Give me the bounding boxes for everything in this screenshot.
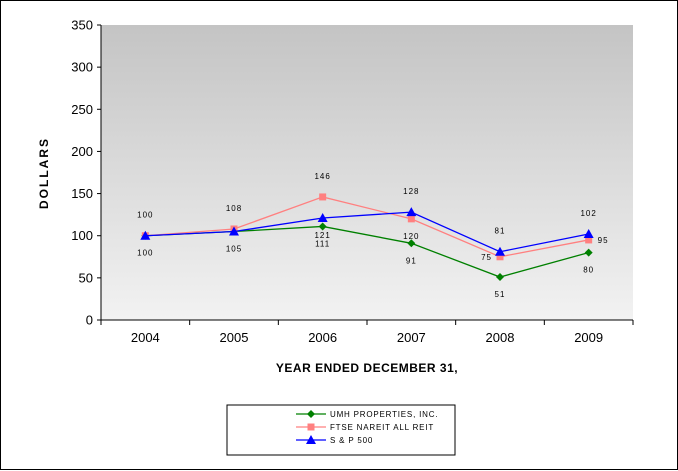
series-line [145,196,589,258]
data-label: 102 [580,209,596,218]
x-axis: 2004 2005 2006 2007 2008 2009 [100,319,634,345]
legend-entry: S & P 500 [296,435,373,445]
y-tick-label: 200 [71,144,93,159]
data-label: 100 [137,249,153,258]
data-label: 51 [495,290,506,299]
legend-label: UMH PROPERTIES, INC. [330,410,438,419]
series-layer [140,193,594,282]
data-label: 75 [481,253,492,262]
data-point [407,215,415,223]
y-axis: 0 50 100 150 200 250 300 350 [71,18,102,328]
legend-marker [307,423,315,431]
data-point [317,213,328,223]
data-labels: 100 105 111 91 51 80 100 108 146 120 75 95 121 128 81 1… [137,172,609,299]
x-tick-label: 2005 [220,330,249,345]
data-point [406,207,417,217]
data-label: 146 [314,172,330,181]
legend-entry: FTSE NAREIT ALL REIT [296,423,434,432]
data-point [318,222,327,231]
x-tick-label: 2008 [486,330,515,345]
data-label: 128 [403,187,419,196]
data-label: 111 [315,239,330,248]
x-tick-label: 2007 [397,330,426,345]
series-line [145,211,589,253]
data-point [585,236,593,244]
y-tick-label: 150 [71,186,93,201]
data-point [496,273,504,282]
y-tick-label: 350 [71,18,93,33]
legend-entry: UMH PROPERTIES, INC. [296,410,438,419]
data-label: 108 [226,204,242,213]
data-label: 91 [406,256,417,265]
data-label: 121 [314,231,330,240]
legend-marker [306,435,316,444]
x-tick-label: 2004 [131,330,160,345]
data-point [583,229,594,239]
y-tick-label: 300 [71,60,93,75]
data-point [140,230,151,240]
y-tick-label: 50 [79,270,93,285]
legend-marker [307,410,315,418]
data-point [495,246,505,256]
legend-label: FTSE NAREIT ALL REIT [330,423,434,432]
data-label: 105 [226,245,242,254]
data-point [584,248,593,257]
y-tick-label: 250 [71,102,93,117]
legend-label: S & P 500 [330,436,373,445]
data-label: 120 [403,232,419,241]
series-triangle [140,207,594,256]
data-label: 81 [495,227,506,236]
y-tick-label: 0 [86,313,93,328]
x-axis-title: YEAR ENDED DECEMBER 31, [276,361,458,375]
data-point [319,193,327,201]
legend-box [226,404,456,456]
data-point [229,226,239,236]
data-label: 100 [137,211,153,220]
data-label: 80 [583,266,594,275]
plot-area [101,25,633,320]
data-point [407,239,416,248]
data-point [496,253,504,261]
y-axis-title: DOLLARS [37,137,51,209]
x-tick-label: 2009 [574,330,603,345]
legend: UMH PROPERTIES, INC. FTSE NAREIT ALL REIT… [226,404,456,456]
x-tick-label: 2006 [308,330,337,345]
data-label: 95 [598,236,609,245]
y-tick-label: 100 [71,228,93,243]
